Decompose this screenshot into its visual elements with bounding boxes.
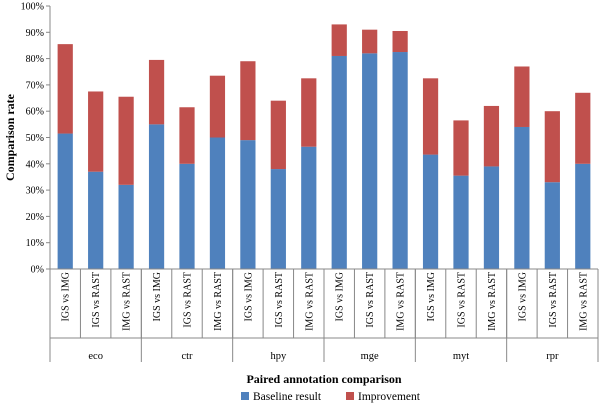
y-tick-label: 30% [26, 186, 44, 197]
x-category-label: IGS vs RAST [365, 272, 376, 328]
y-tick-label: 10% [26, 238, 44, 249]
bar-improvement-mge-1 [331, 24, 347, 56]
bars-layer [57, 24, 591, 270]
x-category-label: IMG vs RAST [578, 272, 589, 331]
bar-improvement-eco-1 [57, 44, 73, 134]
legend: Baseline result Improvement [241, 391, 421, 403]
bar-improvement-myt-1 [422, 78, 439, 155]
bar-improvement-rpr-1 [514, 66, 530, 127]
x-category-label: IGS vs RAST [548, 272, 559, 328]
bar-baseline-eco-1 [57, 133, 73, 269]
y-tick-label: 0% [31, 265, 44, 276]
x-category-label: IGS vs RAST [91, 272, 102, 328]
x-category-label: IMG vs RAST [304, 272, 315, 331]
y-tick-label: 100% [21, 2, 44, 13]
x-group-label: eco [88, 351, 103, 362]
legend-swatch [346, 392, 354, 400]
y-tick-label: 90% [26, 28, 44, 39]
bar-improvement-mge-3 [392, 30, 408, 53]
bar-improvement-mge-2 [362, 29, 378, 54]
x-category-label: IGS vs IMG [243, 272, 254, 321]
bar-improvement-hpy-3 [301, 78, 317, 147]
y-tick-label: 20% [26, 212, 44, 223]
bar-baseline-myt-2 [453, 175, 469, 269]
bar-improvement-ctr-2 [179, 107, 195, 164]
bar-improvement-myt-3 [483, 105, 500, 167]
x-axis: IGS vs IMG IGS vs RAST IMG vs RAST eco IGS v… [49, 268, 599, 362]
bar-improvement-rpr-3 [575, 92, 591, 164]
y-axis: 0% 10% 20% 30% 40% 50% 60% 70% 80% 90% 100% [21, 2, 51, 276]
legend-swatch [241, 392, 249, 400]
y-tick-label: 60% [26, 107, 44, 118]
x-category-label: IGS vs IMG [152, 272, 163, 321]
bar-baseline-ctr-3 [209, 137, 226, 269]
bar-improvement-rpr-2 [544, 111, 560, 183]
x-category-label: IGS vs IMG [335, 272, 346, 321]
bar-improvement-eco-2 [88, 91, 104, 172]
x-group-label: ctr [181, 351, 193, 362]
bar-baseline-rpr-2 [544, 182, 560, 269]
x-category-label: IMG vs RAST [396, 272, 407, 331]
y-tick-label: 40% [26, 159, 44, 170]
bar-baseline-hpy-1 [240, 140, 256, 269]
bar-improvement-hpy-1 [240, 61, 256, 141]
x-group-label: rpr [546, 351, 559, 362]
x-group-label: mge [361, 351, 379, 362]
x-category-label: IGS vs RAST [274, 272, 285, 328]
y-tick-label: 50% [26, 133, 44, 144]
bar-baseline-hpy-2 [270, 169, 286, 269]
bar-baseline-myt-3 [483, 166, 500, 269]
x-category-label: IMG vs RAST [213, 272, 224, 331]
bar-baseline-mge-3 [392, 52, 408, 270]
x-category-label: IMG vs RAST [122, 272, 133, 331]
bar-improvement-myt-2 [453, 120, 469, 176]
y-tick-label: 70% [26, 80, 44, 91]
x-category-label: IGS vs IMG [517, 272, 528, 321]
x-category-label: IGS vs IMG [61, 272, 72, 321]
bar-improvement-hpy-2 [270, 100, 286, 170]
bar-baseline-ctr-1 [148, 124, 165, 269]
bar-baseline-rpr-3 [575, 163, 591, 269]
bar-improvement-ctr-3 [209, 75, 226, 138]
x-category-label: IGS vs IMG [426, 272, 437, 321]
x-group-label: myt [453, 351, 469, 362]
x-group-label: hpy [270, 351, 287, 362]
bar-baseline-ctr-2 [179, 163, 195, 269]
bar-baseline-eco-2 [88, 171, 104, 269]
bar-baseline-rpr-1 [514, 126, 530, 269]
legend-label: Improvement [358, 391, 421, 403]
x-category-label: IGS vs RAST [183, 272, 194, 328]
legend-label: Baseline result [253, 391, 322, 403]
x-category-label: IGS vs RAST [457, 272, 468, 328]
bar-improvement-eco-3 [118, 96, 134, 185]
bar-improvement-ctr-1 [148, 59, 165, 125]
bar-baseline-mge-1 [331, 55, 347, 269]
x-category-label: IMG vs RAST [487, 272, 498, 331]
y-axis-title: Comparison rate [3, 93, 17, 181]
bar-baseline-eco-3 [118, 184, 134, 269]
y-tick-label: 80% [26, 54, 44, 65]
bar-baseline-myt-1 [422, 154, 439, 269]
bar-baseline-hpy-3 [301, 146, 317, 269]
bar-baseline-mge-2 [362, 53, 378, 270]
x-axis-title: Paired annotation comparison [246, 372, 401, 386]
